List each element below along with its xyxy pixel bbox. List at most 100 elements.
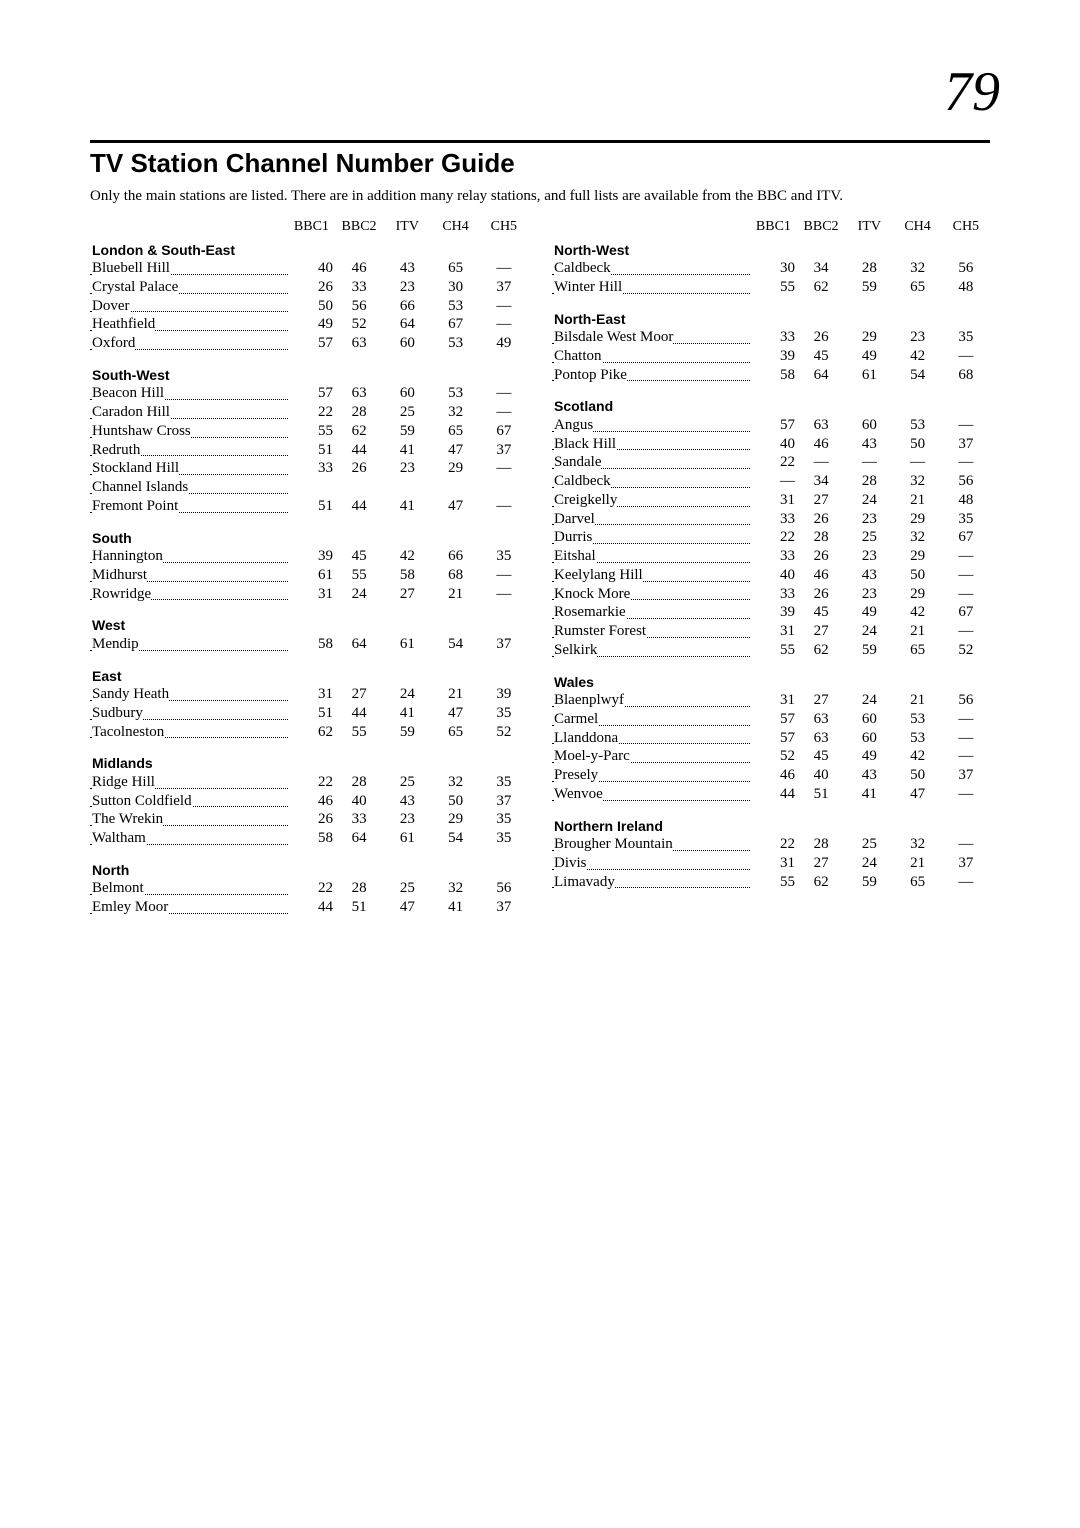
channel-value: — xyxy=(942,710,990,729)
channel-value: 28 xyxy=(845,472,893,491)
page: 79 TV Station Channel Number Guide Only … xyxy=(0,0,1080,1528)
channel-value: 41 xyxy=(845,785,893,804)
station-row: Pontop Pike5864615468 xyxy=(552,366,990,385)
channel-value: — xyxy=(942,729,990,748)
channel-value: 63 xyxy=(797,416,845,435)
channel-value: 25 xyxy=(383,773,431,792)
station-name: Stockland Hill xyxy=(90,459,288,478)
station-name: Crystal Palace xyxy=(90,278,288,297)
channel-value: 67 xyxy=(942,528,990,547)
channel-value: 37 xyxy=(480,441,528,460)
channel-value: 54 xyxy=(431,635,479,654)
channel-value xyxy=(383,478,431,497)
station-name: Belmont xyxy=(90,879,288,898)
station-row: Rowridge31242721— xyxy=(90,585,528,604)
region-row: South-West xyxy=(90,363,528,385)
channel-value: 33 xyxy=(335,278,383,297)
channel-value: 42 xyxy=(893,747,941,766)
channel-value: 50 xyxy=(893,435,941,454)
channel-value: 60 xyxy=(383,384,431,403)
station-name: Winter Hill xyxy=(552,278,750,297)
station-name: Brougher Mountain xyxy=(552,835,750,854)
station-row: Keelylang Hill40464350— xyxy=(552,566,990,585)
region-row: London & South-East xyxy=(90,238,528,260)
channel-value: 68 xyxy=(942,366,990,385)
channel-value: 42 xyxy=(893,347,941,366)
station-name: Wenvoe xyxy=(552,785,750,804)
bbc1-value: 31 xyxy=(288,685,335,704)
channel-value: 23 xyxy=(845,547,893,566)
channel-value: 32 xyxy=(893,472,941,491)
channel-value: 41 xyxy=(431,898,479,917)
channel-value: 35 xyxy=(480,704,528,723)
channel-value: 62 xyxy=(797,278,845,297)
station-name: Sandale xyxy=(552,453,750,472)
channel-value: 21 xyxy=(431,585,479,604)
channel-value: 45 xyxy=(797,347,845,366)
channel-value: 61 xyxy=(845,366,893,385)
channel-value: 37 xyxy=(480,898,528,917)
station-row: Angus57636053— xyxy=(552,416,990,435)
bbc1-value: 31 xyxy=(750,622,797,641)
channel-value: 37 xyxy=(942,854,990,873)
bbc1-value: 39 xyxy=(750,347,797,366)
station-row: Rumster Forest31272421— xyxy=(552,622,990,641)
channel-value: 23 xyxy=(845,510,893,529)
bbc1-value: 22 xyxy=(750,528,797,547)
channel-value: — xyxy=(942,873,990,892)
station-row: Oxford5763605349 xyxy=(90,334,528,353)
bbc1-value: 22 xyxy=(750,835,797,854)
channel-value: — xyxy=(480,566,528,585)
station-row: Bluebell Hill40464365— xyxy=(90,259,528,278)
station-row: Brougher Mountain22282532— xyxy=(552,835,990,854)
bbc1-value: 33 xyxy=(750,510,797,529)
channel-value: 51 xyxy=(797,785,845,804)
station-row: Knock More33262329— xyxy=(552,585,990,604)
bbc1-value: — xyxy=(750,472,797,491)
channel-value: — xyxy=(480,297,528,316)
channel-value: 65 xyxy=(893,873,941,892)
channel-value: — xyxy=(480,259,528,278)
bbc1-value: 31 xyxy=(288,585,335,604)
channel-value: — xyxy=(942,622,990,641)
region-row: Midlands xyxy=(90,751,528,773)
bbc1-value: 33 xyxy=(750,547,797,566)
channel-value: 34 xyxy=(797,472,845,491)
channel-value: 40 xyxy=(335,792,383,811)
channel-value: 37 xyxy=(942,766,990,785)
channel-value: — xyxy=(480,459,528,478)
channel-value: 37 xyxy=(942,435,990,454)
station-name: Black Hill xyxy=(552,435,750,454)
channel-value: 21 xyxy=(893,491,941,510)
channel-value: — xyxy=(942,566,990,585)
channel-value: 53 xyxy=(893,729,941,748)
channel-value: 33 xyxy=(335,810,383,829)
channel-value xyxy=(480,478,528,497)
channel-value: 27 xyxy=(797,691,845,710)
channel-value: 24 xyxy=(335,585,383,604)
channel-value: 27 xyxy=(797,491,845,510)
station-name: Channel Islands xyxy=(90,478,288,497)
bbc1-value: 57 xyxy=(750,710,797,729)
channel-value: 37 xyxy=(480,792,528,811)
channel-value: 45 xyxy=(797,747,845,766)
channel-value: 47 xyxy=(893,785,941,804)
station-name: Durris xyxy=(552,528,750,547)
channel-value: 32 xyxy=(893,259,941,278)
channel-value: 63 xyxy=(335,384,383,403)
channel-value: 46 xyxy=(797,566,845,585)
header-row: BBC1 BBC2 ITV CH4 CH5 xyxy=(90,218,528,238)
channel-value: 26 xyxy=(797,585,845,604)
station-row: Midhurst61555868— xyxy=(90,566,528,585)
station-name: Fremont Point xyxy=(90,497,288,516)
region-row: North-West xyxy=(552,238,990,260)
channel-value: 53 xyxy=(431,384,479,403)
channel-value: 46 xyxy=(335,259,383,278)
station-row: Creigkelly3127242148 xyxy=(552,491,990,510)
bbc1-value: 33 xyxy=(750,585,797,604)
channel-value: 58 xyxy=(383,566,431,585)
bbc1-value: 58 xyxy=(288,635,335,654)
station-name: Caldbeck xyxy=(552,472,750,491)
bbc1-value: 22 xyxy=(288,773,335,792)
channel-value: 23 xyxy=(383,278,431,297)
